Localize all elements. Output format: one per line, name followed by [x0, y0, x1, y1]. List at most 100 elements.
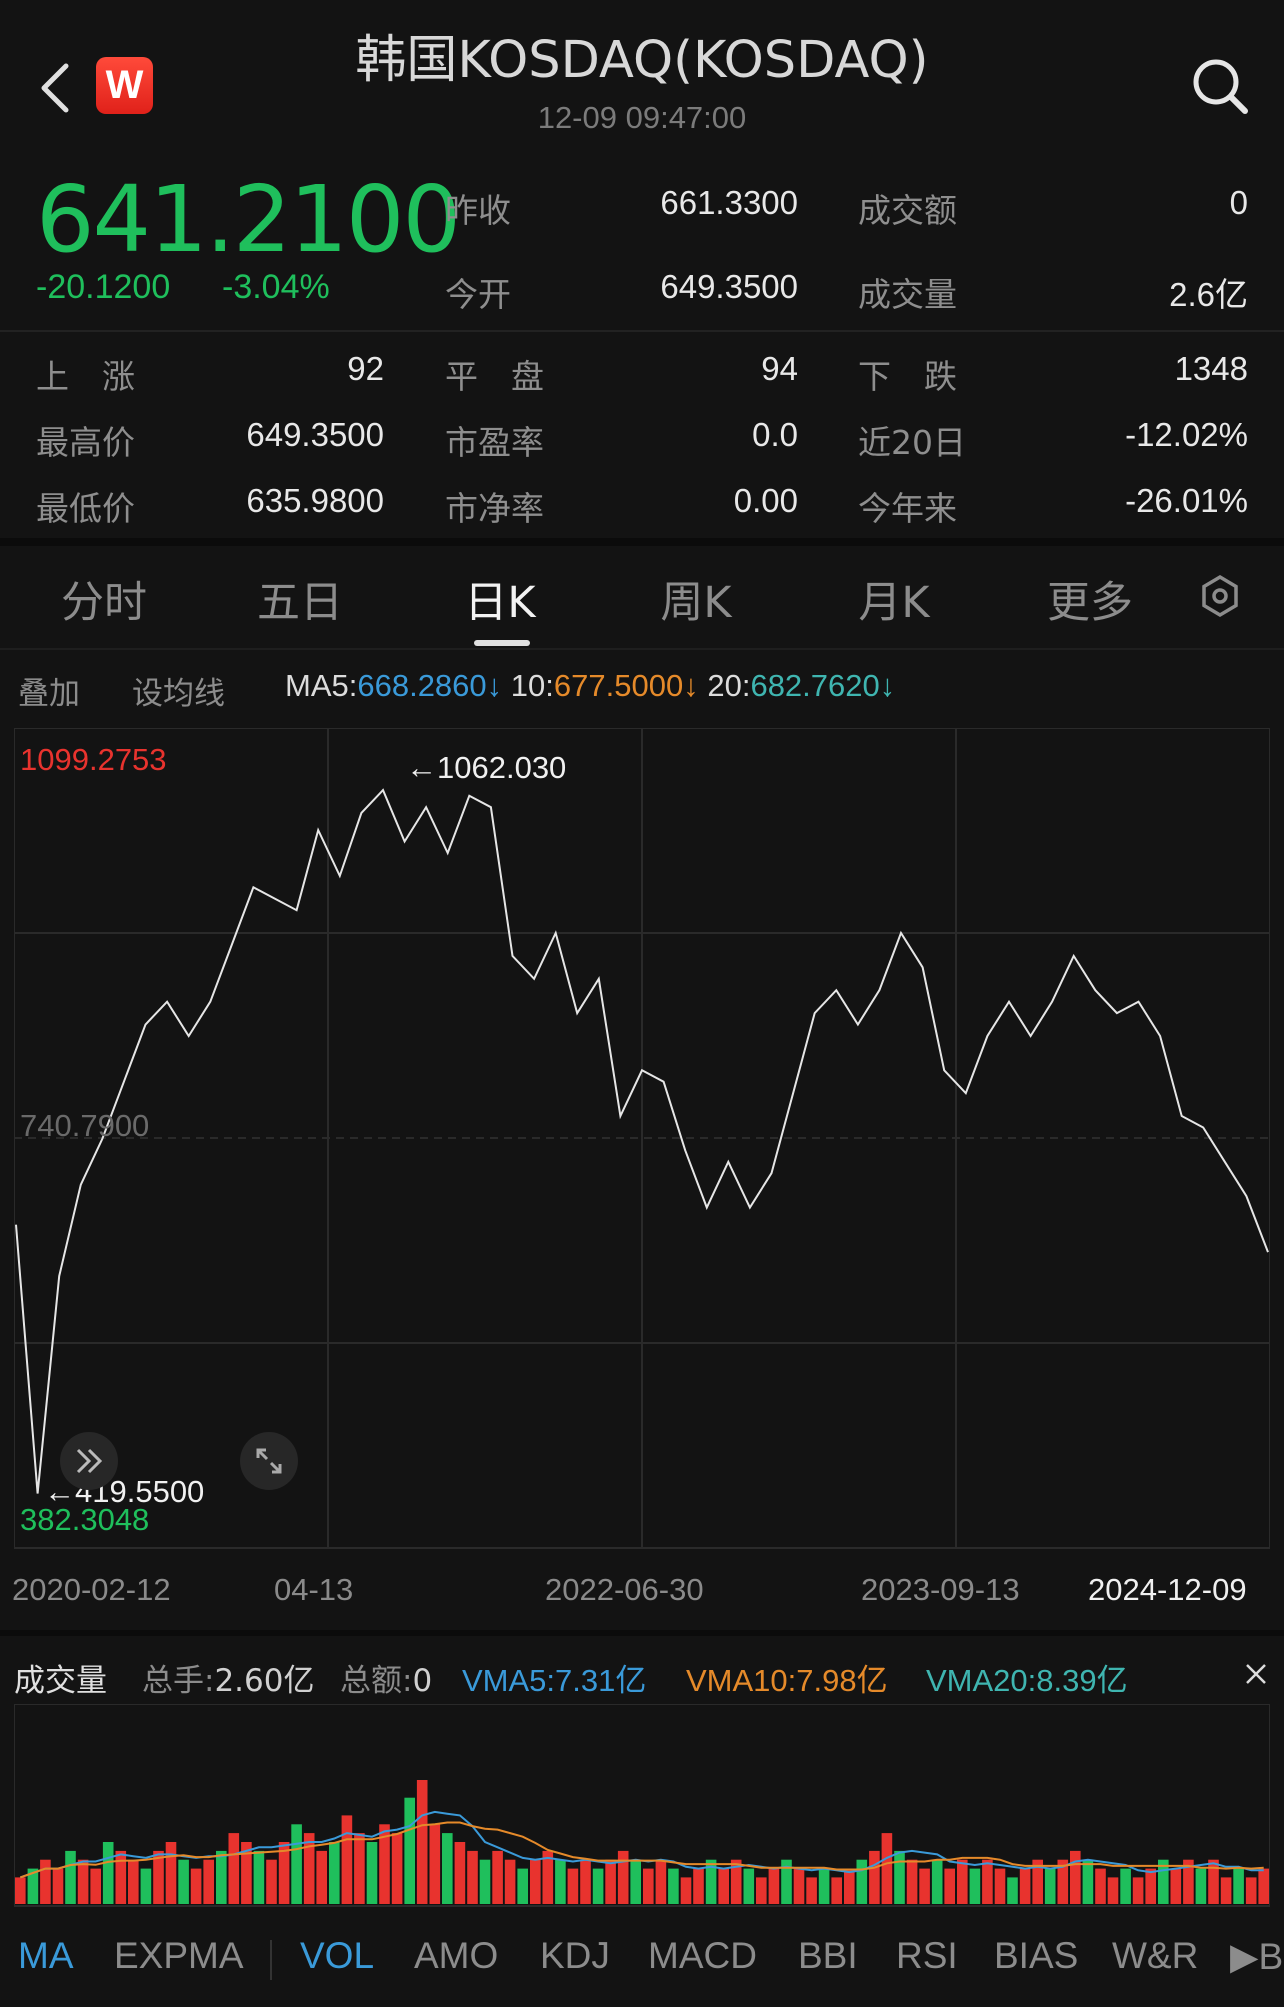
ma20-label: 20: [707, 668, 751, 703]
price-change-pct: -3.04% [222, 268, 330, 306]
ma5-label: MA5: [285, 668, 358, 703]
ma-values: MA5:668.2860↓ 10:677.5000↓ 20:682.7620↓ [285, 668, 895, 704]
x-tick-label: 2024-12-09 [1088, 1572, 1247, 1607]
volume-bar [379, 1824, 390, 1904]
price-change: -20.1200 [36, 268, 171, 306]
back-arrow-icon[interactable] [36, 60, 76, 116]
ma10-label: 10: [510, 668, 554, 703]
volume-title: 成交量 [14, 1663, 107, 1699]
fullscreen-button[interactable] [240, 1432, 298, 1490]
settings-icon[interactable] [1198, 574, 1242, 618]
volume-bar [1170, 1868, 1182, 1904]
volume-bar [994, 1868, 1006, 1904]
current-price: 641.2100 [36, 166, 461, 273]
pb-value: 0.00 [733, 482, 798, 519]
indicator-tab-wr[interactable]: W&R [1112, 1935, 1199, 1976]
volume-bar [1208, 1859, 1219, 1904]
volume-bar [27, 1868, 39, 1904]
indicator-tab-bias[interactable]: BIAS [994, 1935, 1079, 1976]
volume-bar [1158, 1859, 1169, 1904]
low-label: 最低价 [36, 489, 135, 528]
vma10-label: VMA10: [686, 1663, 797, 1698]
volume-bar [806, 1877, 817, 1904]
volume-bar [442, 1833, 453, 1904]
open-label: 今开 [445, 275, 511, 314]
volume-value: 2.6亿 [1169, 276, 1248, 313]
tab-intraday[interactable]: 分时 [61, 578, 147, 628]
overlay-button[interactable]: 叠加 [18, 676, 80, 712]
app-logo[interactable]: W [96, 57, 153, 114]
volume-bar [429, 1824, 441, 1904]
search-icon[interactable] [1190, 56, 1250, 116]
indicator-tab-kdj[interactable]: KDJ [540, 1935, 610, 1976]
indicator-tab-macd[interactable]: MACD [648, 1935, 757, 1976]
volume-bar [492, 1850, 503, 1904]
volume-bar [617, 1850, 629, 1904]
volume-bar [1120, 1868, 1131, 1904]
close-icon[interactable] [1244, 1662, 1268, 1686]
volume-bar [203, 1859, 214, 1904]
high-label: 最高价 [36, 423, 135, 462]
vma10-line [19, 1821, 1264, 1879]
volume-bar [253, 1850, 265, 1904]
flat-count-value: 94 [761, 350, 798, 387]
volume-bar [341, 1815, 353, 1904]
indicator-tab-more[interactable]: ▶BO [1230, 1936, 1284, 1977]
volume-bar [919, 1868, 930, 1904]
total-amount: 总额:0 [340, 1655, 432, 1700]
volume-bar [316, 1850, 327, 1904]
price-chart[interactable]: 1099.2753 740.7900 382.3048 ←1062.030 ←4… [14, 728, 1270, 1558]
volume-bar [1145, 1868, 1156, 1904]
volume-bar [329, 1842, 340, 1904]
volume-bar [567, 1868, 579, 1904]
volume-bar [1082, 1859, 1094, 1904]
set-ma-button[interactable]: 设均线 [132, 676, 225, 712]
section-divider [0, 538, 1284, 546]
tab-five-day[interactable]: 五日 [257, 578, 343, 628]
indicator-tab-bbi[interactable]: BBI [798, 1935, 858, 1976]
indicator-tab-amo[interactable]: AMO [414, 1935, 499, 1976]
volume-bar [128, 1859, 139, 1904]
total-hands-label: 总手: [142, 1663, 215, 1699]
volume-bar [655, 1859, 667, 1904]
volume-bar [479, 1859, 491, 1904]
tab-weekly-k[interactable]: 周K [660, 578, 732, 628]
volume-chart[interactable] [14, 1704, 1270, 1910]
up-count-value: 92 [347, 350, 384, 387]
pe-label: 市盈率 [445, 423, 544, 462]
volume-bar [1044, 1868, 1056, 1904]
volume-bar [15, 1877, 26, 1904]
ma5-value: 668.2860↓ [357, 668, 503, 703]
tab-monthly-k[interactable]: 月K [858, 578, 930, 628]
volume-bar [856, 1859, 868, 1904]
total-amount-value: 0 [412, 1663, 433, 1699]
volume-bar [630, 1859, 641, 1904]
volume-bar [140, 1868, 152, 1904]
tab-daily-k[interactable]: 日K [464, 578, 536, 628]
volume-bar [504, 1859, 516, 1904]
volume-bar [266, 1859, 277, 1904]
indicator-tab-rsi[interactable]: RSI [896, 1935, 958, 1976]
vma5: VMA5:7.31亿 [462, 1655, 646, 1700]
divider [270, 1940, 272, 1980]
volume-bar [768, 1868, 780, 1904]
indicator-tab-expma[interactable]: EXPMA [114, 1935, 244, 1976]
volume-bar [165, 1842, 177, 1904]
volume-bar [1070, 1850, 1081, 1904]
volume-bar [580, 1859, 591, 1904]
x-tick-label: 2022-06-30 [545, 1572, 704, 1607]
high-value: 649.3500 [246, 416, 384, 453]
volume-bar [454, 1842, 466, 1904]
volume-bar [178, 1859, 189, 1904]
divider [0, 330, 1284, 332]
tab-more[interactable]: 更多 [1047, 578, 1133, 628]
collapse-button[interactable] [60, 1432, 118, 1490]
down-count-value: 1348 [1174, 350, 1248, 387]
total-hands-value: 2.60亿 [214, 1663, 315, 1699]
indicator-tab-ma[interactable]: MA [18, 1935, 74, 1976]
up-count-label: 上 涨 [36, 357, 135, 396]
ytd-label: 今年来 [858, 489, 957, 528]
volume-bar [680, 1877, 692, 1904]
indicator-tab-vol[interactable]: VOL [300, 1935, 375, 1976]
page-title: 韩国KOSDAQ(KOSDAQ) [355, 31, 929, 90]
